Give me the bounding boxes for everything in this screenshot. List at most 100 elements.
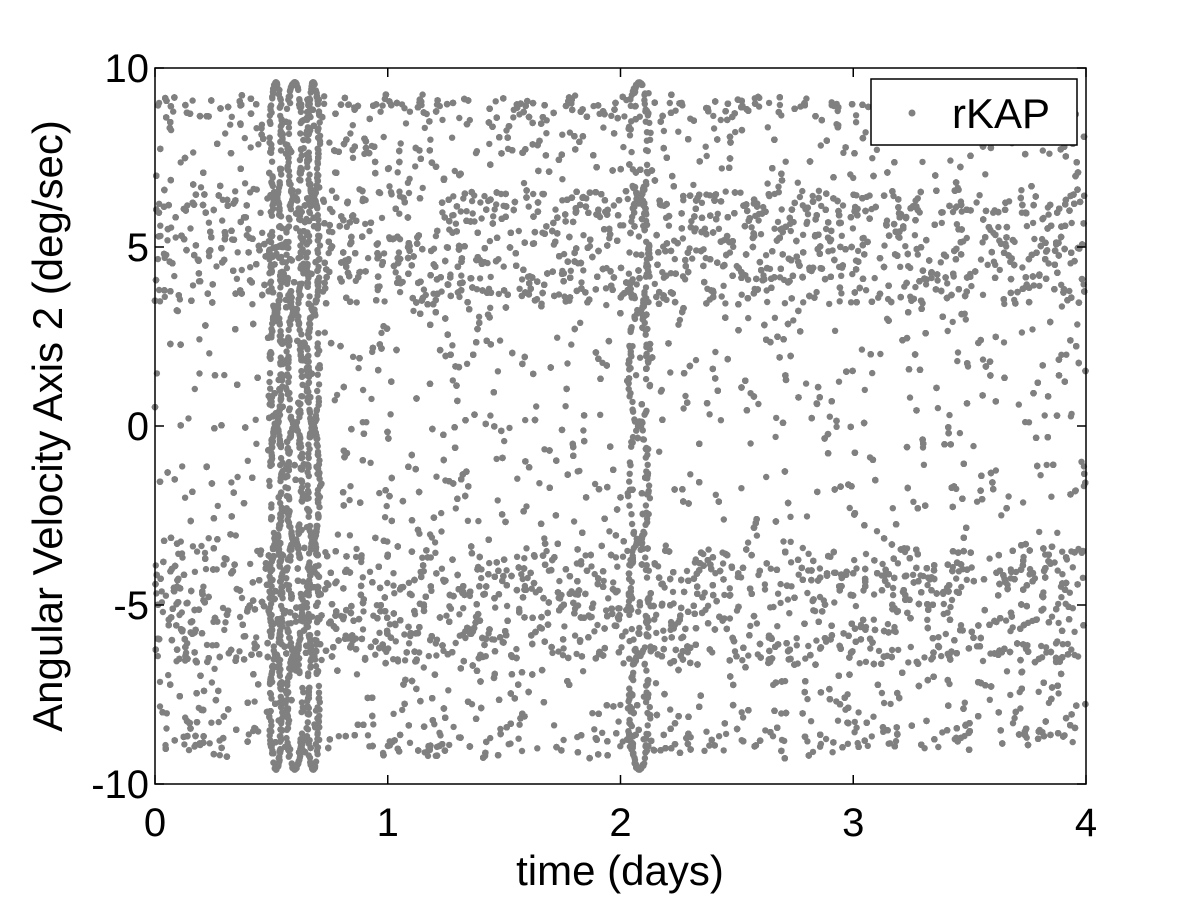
data-point (912, 232, 918, 238)
data-point (425, 753, 431, 759)
data-point (216, 719, 222, 725)
data-point (478, 575, 484, 581)
data-point (173, 234, 179, 240)
data-point (487, 238, 493, 244)
data-point (797, 194, 803, 200)
data-point (777, 581, 783, 587)
data-point (719, 293, 725, 299)
data-point (1044, 462, 1050, 468)
data-point (836, 379, 842, 385)
data-point (1068, 413, 1074, 419)
data-point (1071, 629, 1077, 635)
data-point (771, 226, 777, 232)
data-point (221, 627, 227, 633)
data-point (560, 645, 566, 651)
data-point (432, 550, 438, 556)
data-point (253, 125, 259, 131)
data-point (217, 752, 223, 758)
data-point (973, 199, 979, 205)
data-point (516, 286, 522, 292)
data-point (954, 358, 960, 364)
data-point (986, 555, 992, 561)
data-point (1053, 640, 1059, 646)
data-point (449, 342, 455, 348)
data-point (580, 232, 586, 238)
data-point (721, 747, 727, 753)
data-point (850, 225, 856, 231)
data-point (775, 219, 781, 225)
data-point (501, 438, 507, 444)
data-point (381, 298, 387, 304)
data-point (867, 645, 873, 651)
data-point (661, 128, 667, 134)
data-point (874, 528, 880, 534)
data-point (982, 171, 988, 177)
data-point (190, 149, 196, 155)
data-point (335, 531, 341, 537)
data-point (610, 579, 616, 585)
data-point (367, 460, 373, 466)
data-point (358, 559, 364, 565)
data-point (853, 603, 859, 609)
data-point (637, 355, 643, 361)
data-point (964, 235, 970, 241)
data-point (406, 640, 412, 646)
data-point (886, 741, 892, 747)
data-point (837, 298, 843, 304)
data-point (179, 609, 185, 615)
data-point (720, 560, 726, 566)
data-point (980, 356, 986, 362)
data-point (433, 640, 439, 646)
data-point (237, 614, 243, 620)
data-point (874, 147, 880, 153)
data-point (556, 595, 562, 601)
data-point (710, 113, 716, 119)
data-point (816, 188, 822, 194)
data-point (980, 658, 986, 664)
data-point (156, 100, 162, 106)
data-point (495, 368, 501, 374)
data-point (578, 279, 584, 285)
data-point (379, 102, 385, 108)
data-point (213, 263, 219, 269)
data-point (690, 182, 696, 188)
data-point (475, 518, 481, 524)
data-point (915, 195, 921, 201)
data-point (568, 341, 574, 347)
data-point (855, 709, 861, 715)
data-point (890, 585, 896, 591)
data-point (775, 184, 781, 190)
data-point (687, 471, 693, 477)
data-point (160, 609, 166, 615)
data-point (739, 657, 745, 663)
data-point (257, 210, 263, 216)
data-point (222, 130, 228, 136)
data-point (905, 659, 911, 665)
data-point (944, 280, 950, 286)
data-point (420, 185, 426, 191)
data-point (385, 645, 391, 651)
data-point (684, 568, 690, 574)
data-point (1037, 472, 1043, 478)
data-point (206, 535, 212, 541)
data-point (727, 585, 733, 591)
data-point (897, 264, 903, 270)
data-point (519, 276, 525, 282)
data-point (635, 609, 641, 615)
data-point (365, 255, 371, 261)
data-point (600, 124, 606, 130)
data-point (968, 283, 974, 289)
data-point (554, 335, 560, 341)
data-point (445, 687, 451, 693)
data-point (723, 731, 729, 737)
data-point (917, 572, 923, 578)
data-point (358, 552, 364, 558)
data-point (521, 555, 527, 561)
data-point (246, 731, 252, 737)
data-point (606, 528, 612, 534)
data-point (478, 215, 484, 221)
data-point (533, 403, 539, 409)
data-point (1010, 720, 1016, 726)
data-point (881, 700, 887, 706)
